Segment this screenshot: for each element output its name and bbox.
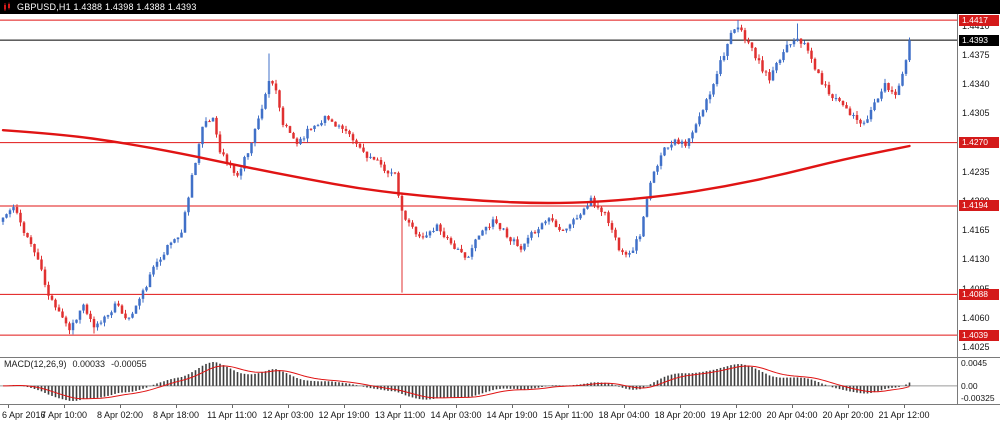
time-label: 13 Apr 11:00 [374, 410, 426, 420]
time-tick [176, 405, 177, 408]
axis-separator [0, 404, 1000, 405]
price-level-badge: 1.4194 [959, 200, 999, 212]
macd-name: MACD(12,26,9) [4, 359, 67, 369]
time-label: 7 Apr 10:00 [40, 410, 88, 420]
time-label: 12 Apr 19:00 [318, 410, 370, 420]
time-tick [120, 405, 121, 408]
time-label: 8 Apr 02:00 [96, 410, 144, 420]
time-tick [512, 405, 513, 408]
price-chart-area[interactable] [0, 14, 957, 357]
price-level-badge: 1.4039 [959, 329, 999, 341]
panel-separator[interactable] [0, 357, 1000, 358]
time-tick [736, 405, 737, 408]
macd-tick-label: 0.00 [961, 380, 978, 391]
time-tick [568, 405, 569, 408]
time-label: 21 Apr 12:00 [878, 410, 930, 420]
time-label: 14 Apr 03:00 [430, 410, 482, 420]
time-label: 12 Apr 03:00 [262, 410, 314, 420]
time-tick [792, 405, 793, 408]
time-label: 6 Apr 2016 [2, 410, 46, 420]
time-tick [232, 405, 233, 408]
time-label: 18 Apr 20:00 [654, 410, 706, 420]
macd-tick-label: 0.0045 [961, 358, 987, 368]
time-axis[interactable]: 6 Apr 2016 7 Apr 10:00 8 Apr 02:00 8 Apr 18… [0, 405, 1000, 423]
price-tick-label: 1.4375 [962, 50, 990, 61]
time-label: 8 Apr 18:00 [152, 410, 200, 420]
price-level-badge: 1.4270 [959, 137, 999, 149]
price-axis[interactable]: 1.44101.43751.43401.43051.42701.42351.42… [957, 14, 1000, 357]
chart-title-bar: GBPUSD,H1 1.4388 1.4398 1.4388 1.4393 [0, 0, 1000, 14]
candles-layer [1, 20, 911, 335]
time-tick [456, 405, 457, 408]
price-tick-label: 1.4235 [962, 166, 990, 177]
price-level-badge: 1.4417 [959, 14, 999, 26]
price-level-badge: 1.4088 [959, 288, 999, 300]
time-label: 20 Apr 04:00 [766, 410, 818, 420]
time-tick [8, 405, 9, 408]
time-tick [400, 405, 401, 408]
macd-main-value: 0.00033 [72, 359, 106, 369]
time-tick [64, 405, 65, 408]
macd-signal-value: -0.00055 [111, 359, 147, 369]
time-label: 20 Apr 20:00 [822, 410, 874, 420]
symbol-ohlc-readout: GBPUSD,H1 1.4388 1.4398 1.4388 1.4393 [17, 2, 197, 12]
price-tick-label: 1.4165 [962, 225, 990, 236]
time-tick [288, 405, 289, 408]
time-tick [344, 405, 345, 408]
candlestick-chart-icon [4, 2, 10, 11]
price-tick-label: 1.4340 [962, 79, 990, 90]
time-label: 18 Apr 04:00 [598, 410, 650, 420]
macd-indicator-label: MACD(12,26,9) 0.00033 -0.00055 [4, 359, 147, 369]
time-label: 14 Apr 19:00 [486, 410, 538, 420]
macd-tick-label: -0.00325 [961, 393, 995, 403]
current-price-badge: 1.4393 [959, 34, 999, 46]
moving-average-line [1, 128, 911, 205]
macd-indicator-area[interactable] [0, 358, 957, 404]
price-tick-label: 1.4410 [962, 20, 990, 31]
macd-signal-line [2, 365, 910, 400]
price-tick-label: 1.4095 [962, 284, 990, 294]
macd-axis[interactable]: 0.0045 0.00 -0.00325 [957, 358, 1000, 404]
time-tick [624, 405, 625, 408]
price-tick-label: 1.4025 [962, 341, 990, 352]
time-label: 15 Apr 11:00 [542, 410, 594, 420]
time-label: 11 Apr 11:00 [207, 410, 257, 420]
time-tick [848, 405, 849, 408]
time-tick [904, 405, 905, 408]
price-tick-label: 1.4130 [962, 254, 990, 265]
price-tick-label: 1.4305 [962, 108, 990, 119]
price-tick-label: 1.4060 [962, 312, 990, 323]
time-label: 19 Apr 12:00 [710, 410, 762, 420]
time-tick [680, 405, 681, 408]
